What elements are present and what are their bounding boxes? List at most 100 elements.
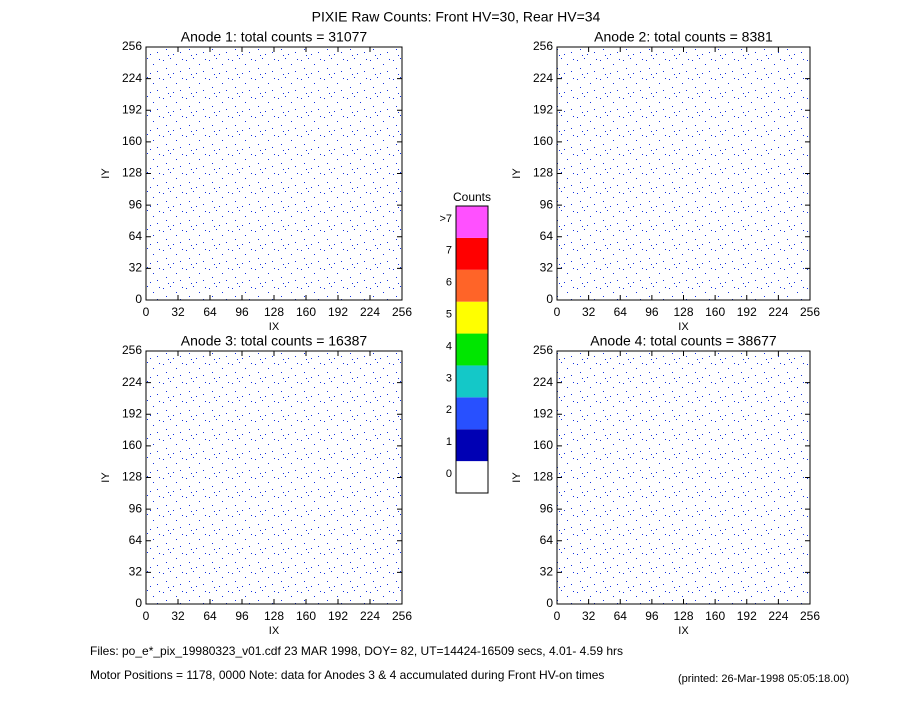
colorbar-swatch (456, 237, 488, 270)
y-tick-label: 192 (533, 102, 553, 116)
x-tick-label: 128 (264, 305, 284, 319)
x-tick-label: 64 (203, 305, 217, 319)
colorbar-swatch (456, 429, 488, 462)
x-tick-label: 224 (768, 609, 788, 623)
colorbar-swatch (456, 397, 488, 430)
x-axis-label: IX (678, 321, 689, 333)
y-tick-label: 192 (122, 406, 142, 420)
y-tick-label: 256 (533, 343, 553, 357)
y-tick-label: 224 (122, 375, 142, 389)
y-tick-label: 256 (122, 39, 142, 53)
y-tick-label: 96 (540, 501, 554, 515)
count-texture (557, 351, 810, 604)
y-tick-label: 0 (546, 596, 553, 610)
y-tick-label: 0 (135, 292, 142, 306)
colorbar-swatch (456, 461, 488, 493)
x-tick-label: 256 (392, 609, 412, 623)
x-tick-label: 192 (328, 305, 348, 319)
y-tick-label: 192 (122, 102, 142, 116)
colorbar-label: >7 (439, 213, 452, 225)
y-tick-label: 96 (129, 197, 143, 211)
x-axis-label: IX (269, 625, 280, 637)
x-tick-label: 160 (705, 609, 725, 623)
x-tick-label: 256 (800, 305, 820, 319)
x-tick-label: 0 (554, 305, 561, 319)
y-tick-label: 224 (533, 375, 553, 389)
y-tick-label: 160 (533, 134, 553, 148)
y-tick-label: 128 (533, 166, 553, 180)
x-axis-label: IX (269, 321, 280, 333)
x-tick-label: 96 (645, 609, 659, 623)
x-axis-label: IX (678, 625, 689, 637)
y-axis-label: IY (100, 472, 112, 483)
y-tick-label: 64 (540, 533, 554, 547)
panel-title: Anode 4: total counts = 38677 (590, 333, 777, 349)
footer-printed: (printed: 26-Mar-1998 05:05:18.00) (678, 673, 849, 685)
colorbar-swatch (456, 206, 488, 238)
colorbar-frame (455, 205, 489, 494)
colorbar-label: 6 (446, 277, 452, 289)
y-axis-label: IY (511, 168, 523, 179)
colorbar-label: 4 (446, 340, 452, 352)
y-tick-label: 64 (129, 533, 143, 547)
x-tick-label: 64 (614, 305, 628, 319)
colorbar-label: 2 (446, 404, 452, 416)
colorbar-label: 3 (446, 372, 452, 384)
y-axis-label: IY (511, 472, 523, 483)
panel-title: Anode 1: total counts = 31077 (181, 29, 368, 45)
y-tick-label: 96 (540, 197, 554, 211)
y-tick-label: 32 (540, 261, 554, 275)
colorbar-label: 5 (446, 309, 452, 321)
x-tick-label: 96 (235, 609, 249, 623)
footer-files: Files: po_e*_pix_19980323_v01.cdf 23 MAR… (90, 644, 623, 658)
x-tick-label: 192 (737, 305, 757, 319)
page-title: PIXIE Raw Counts: Front HV=30, Rear HV=3… (312, 9, 601, 25)
colorbar-title: Counts (453, 190, 491, 204)
x-tick-label: 160 (296, 609, 316, 623)
colorbar-label: 1 (446, 436, 452, 448)
y-tick-label: 192 (533, 406, 553, 420)
x-tick-label: 224 (768, 305, 788, 319)
x-tick-label: 32 (582, 305, 596, 319)
x-tick-label: 0 (143, 609, 150, 623)
count-texture (146, 351, 402, 604)
y-tick-label: 160 (122, 134, 142, 148)
x-tick-label: 128 (673, 305, 693, 319)
x-tick-label: 32 (171, 305, 185, 319)
x-tick-label: 96 (645, 305, 659, 319)
panel-title: Anode 2: total counts = 8381 (594, 29, 773, 45)
y-axis-label: IY (100, 168, 112, 179)
y-tick-label: 32 (540, 565, 554, 579)
y-tick-label: 224 (122, 71, 142, 85)
x-tick-label: 128 (264, 609, 284, 623)
colorbar-swatch (456, 269, 488, 302)
colorbar-label: 0 (446, 468, 452, 480)
y-tick-label: 224 (533, 71, 553, 85)
x-tick-label: 32 (171, 609, 185, 623)
y-tick-label: 32 (129, 261, 143, 275)
colorbar-label: 7 (446, 245, 452, 257)
y-tick-label: 256 (122, 343, 142, 357)
x-tick-label: 192 (328, 609, 348, 623)
x-tick-label: 224 (360, 609, 380, 623)
y-tick-label: 0 (546, 292, 553, 306)
count-texture (557, 47, 810, 300)
x-tick-label: 0 (554, 609, 561, 623)
x-tick-label: 64 (203, 609, 217, 623)
x-tick-label: 256 (800, 609, 820, 623)
colorbar-swatch (456, 301, 488, 334)
y-tick-label: 256 (533, 39, 553, 53)
x-tick-label: 0 (143, 305, 150, 319)
y-tick-label: 128 (122, 470, 142, 484)
x-tick-label: 96 (235, 305, 249, 319)
x-tick-label: 64 (614, 609, 628, 623)
footer-note: Motor Positions = 1178, 0000 Note: data … (90, 668, 604, 682)
y-tick-label: 0 (135, 596, 142, 610)
colorbar-swatch (456, 365, 488, 398)
x-tick-label: 160 (705, 305, 725, 319)
y-tick-label: 64 (540, 229, 554, 243)
panel-title: Anode 3: total counts = 16387 (181, 333, 368, 349)
y-tick-label: 32 (129, 565, 143, 579)
x-tick-label: 160 (296, 305, 316, 319)
